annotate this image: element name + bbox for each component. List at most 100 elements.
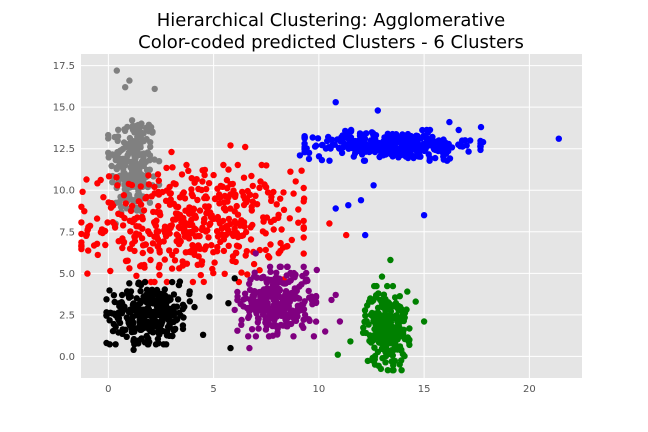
scatter-point-cluster-1 (162, 233, 170, 240)
scatter-point-cluster-1 (83, 176, 90, 183)
scatter-point-cluster-1 (190, 211, 198, 219)
scatter-point-cluster-0 (121, 170, 128, 177)
scatter-point-cluster-2 (440, 136, 447, 143)
scatter-point-cluster-2 (362, 231, 369, 239)
scatter-point-cluster-2 (296, 152, 304, 159)
scatter-point-cluster-3 (179, 325, 187, 333)
scatter-point-cluster-0 (109, 179, 116, 186)
scatter-point-cluster-1 (78, 230, 85, 238)
scatter-point-cluster-0 (117, 147, 124, 154)
scatter-point-cluster-5 (371, 331, 378, 339)
scatter-point-cluster-1 (163, 187, 170, 194)
scatter-point-cluster-1 (201, 246, 208, 253)
scatter-point-cluster-4 (278, 312, 285, 319)
scatter-point-cluster-4 (313, 266, 320, 274)
scatter-point-cluster-2 (446, 118, 453, 126)
scatter-point-cluster-4 (308, 297, 316, 304)
scatter-point-cluster-5 (384, 367, 391, 374)
scatter-point-cluster-1 (131, 237, 139, 245)
scatter-point-cluster-1 (190, 205, 197, 212)
y-tick-label: 2.5 (59, 310, 75, 321)
scatter-point-cluster-1 (185, 235, 193, 242)
x-tick-label: 20 (523, 384, 536, 395)
scatter-point-cluster-1 (221, 270, 228, 277)
scatter-point-cluster-5 (401, 352, 408, 360)
scatter-point-cluster-1 (151, 183, 158, 191)
scatter-point-cluster-2 (324, 137, 331, 145)
scatter-point-cluster-5 (383, 346, 390, 354)
scatter-point-cluster-3 (118, 291, 126, 299)
scatter-point-cluster-0 (149, 129, 156, 136)
scatter-point-cluster-1 (256, 267, 263, 274)
scatter-point-cluster-0 (105, 135, 112, 142)
scatter-point-cluster-5 (406, 325, 413, 332)
scatter-point-cluster-1 (231, 193, 239, 200)
scatter-point-cluster-5 (377, 319, 384, 327)
scatter-point-cluster-1 (85, 247, 92, 254)
scatter-point-cluster-1 (157, 211, 164, 219)
scatter-point-cluster-1 (300, 234, 307, 241)
scatter-point-cluster-3 (166, 324, 174, 331)
scatter-point-cluster-1 (242, 252, 249, 259)
scatter-point-cluster-1 (156, 271, 163, 279)
scatter-point-cluster-1 (188, 186, 195, 193)
scatter-point-cluster-1 (179, 258, 186, 265)
scatter-point-cluster-5 (398, 367, 405, 374)
scatter-point-cluster-4 (300, 316, 307, 323)
scatter-point-cluster-3 (130, 346, 137, 353)
scatter-point-cluster-1 (203, 210, 210, 217)
scatter-point-cluster-1 (287, 168, 294, 175)
scatter-point-cluster-3 (130, 335, 138, 343)
scatter-point-cluster-3 (186, 298, 193, 305)
scatter-point-cluster-1 (288, 236, 295, 244)
scatter-point-cluster-2 (332, 205, 339, 212)
scatter-point-cluster-4 (277, 263, 284, 270)
scatter-point-cluster-1 (119, 244, 126, 252)
scatter-point-cluster-0 (130, 142, 137, 149)
scatter-point-cluster-1 (186, 210, 193, 217)
scatter-point-cluster-2 (332, 99, 339, 106)
scatter-point-cluster-1 (155, 202, 162, 210)
scatter-point-cluster-4 (254, 319, 261, 326)
scatter-point-cluster-4 (310, 333, 318, 340)
scatter-point-cluster-3 (154, 321, 161, 328)
scatter-point-cluster-3 (112, 341, 119, 348)
scatter-point-cluster-2 (385, 147, 392, 155)
scatter-point-cluster-1 (142, 241, 149, 248)
scatter-point-cluster-1 (145, 172, 152, 179)
scatter-point-cluster-1 (249, 182, 256, 190)
scatter-point-cluster-3 (111, 298, 118, 306)
scatter-point-cluster-4 (267, 289, 274, 296)
scatter-point-cluster-3 (164, 297, 171, 305)
scatter-point-cluster-2 (426, 154, 433, 162)
scatter-point-cluster-3 (131, 341, 138, 348)
scatter-point-cluster-3 (147, 295, 154, 302)
scatter-point-cluster-1 (250, 260, 258, 268)
scatter-point-cluster-1 (229, 180, 236, 188)
data-points (78, 67, 562, 374)
scatter-point-cluster-1 (343, 231, 350, 239)
scatter-point-cluster-1 (214, 233, 222, 240)
scatter-point-cluster-3 (140, 315, 147, 323)
scatter-point-cluster-3 (109, 327, 117, 335)
scatter-point-cluster-1 (219, 217, 227, 225)
scatter-point-cluster-1 (300, 250, 307, 257)
scatter-point-cluster-1 (114, 182, 121, 189)
scatter-point-cluster-1 (185, 229, 192, 236)
scatter-point-cluster-5 (382, 335, 389, 342)
scatter-point-cluster-4 (234, 288, 241, 296)
scatter-point-cluster-1 (267, 218, 275, 225)
scatter-point-cluster-3 (206, 293, 213, 300)
scatter-point-cluster-1 (264, 189, 272, 196)
scatter-point-cluster-1 (169, 164, 176, 171)
scatter-point-cluster-4 (282, 288, 290, 295)
scatter-point-cluster-5 (377, 339, 384, 346)
scatter-point-cluster-1 (231, 225, 238, 232)
scatter-point-cluster-1 (196, 207, 204, 214)
scatter-point-cluster-2 (420, 212, 428, 219)
scatter-point-cluster-1 (230, 187, 237, 194)
scatter-point-cluster-4 (288, 289, 296, 297)
scatter-point-cluster-5 (392, 299, 400, 307)
scatter-point-cluster-1 (295, 219, 302, 226)
